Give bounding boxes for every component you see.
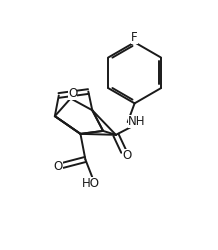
Text: F: F (131, 31, 138, 44)
Text: O: O (68, 87, 77, 100)
Text: NH: NH (128, 114, 145, 128)
Text: O: O (54, 160, 63, 173)
Text: O: O (122, 149, 131, 162)
Text: HO: HO (82, 176, 100, 190)
